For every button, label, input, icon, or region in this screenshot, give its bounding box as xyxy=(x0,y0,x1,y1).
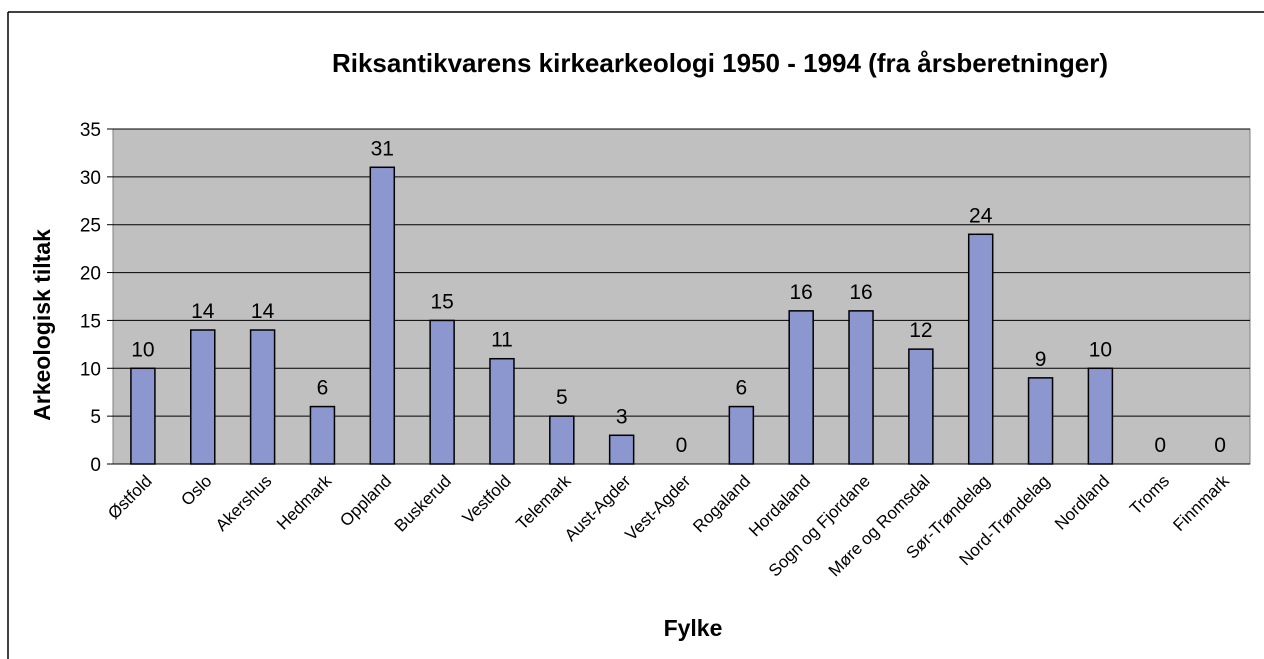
x-tick-label: Hedmark xyxy=(273,471,336,534)
x-tick-label: Vest-Agder xyxy=(621,471,694,544)
y-tick-label: 10 xyxy=(80,359,101,380)
x-tick-label: Telemark xyxy=(512,471,575,534)
data-label: 9 xyxy=(1035,348,1047,371)
y-tick-label: 25 xyxy=(80,216,101,237)
data-label: 11 xyxy=(491,329,513,352)
y-axis-label: Arkeologisk tiltak xyxy=(29,229,55,421)
data-label: 6 xyxy=(317,377,329,400)
y-tick-label: 5 xyxy=(90,407,101,428)
data-label: 10 xyxy=(131,338,154,361)
bar xyxy=(788,310,814,465)
bar xyxy=(848,310,874,465)
y-tick-label: 30 xyxy=(80,168,101,189)
data-label: 16 xyxy=(790,281,813,304)
data-label: 16 xyxy=(849,281,872,304)
x-tick-label: Oslo xyxy=(177,471,215,509)
bar xyxy=(489,357,515,465)
data-label: 3 xyxy=(616,405,628,428)
plot-area xyxy=(112,128,1251,465)
y-tick-label: 35 xyxy=(80,120,101,141)
bar xyxy=(309,405,336,465)
bar xyxy=(908,348,934,465)
data-label: 24 xyxy=(969,204,993,227)
chart-title: Riksantikvarens kirkearkeologi 1950 - 19… xyxy=(332,48,1108,78)
data-label: 15 xyxy=(430,290,453,313)
bar xyxy=(429,319,455,465)
bar xyxy=(369,166,396,465)
bar xyxy=(728,405,755,465)
data-label: 14 xyxy=(191,300,215,323)
data-label: 0 xyxy=(676,434,688,457)
x-tick-label: Finnmark xyxy=(1169,471,1233,535)
bar xyxy=(1087,367,1114,465)
x-tick-label: Østfold xyxy=(104,471,156,523)
y-tick-label: 15 xyxy=(80,311,101,332)
data-label: 5 xyxy=(556,386,568,409)
data-label: 0 xyxy=(1154,434,1166,457)
x-tick-label: Sogn og Fjordane xyxy=(765,471,874,580)
data-label: 31 xyxy=(371,137,394,160)
x-tick-label: Oppland xyxy=(336,471,395,530)
bar xyxy=(249,329,276,465)
x-tick-label: Nordland xyxy=(1051,471,1113,533)
x-tick-label: Troms xyxy=(1126,471,1173,518)
bar xyxy=(1027,377,1054,465)
x-tick-label: Vestfold xyxy=(459,471,515,527)
bar xyxy=(967,233,994,465)
x-tick-label: Møre og Romsdal xyxy=(825,471,934,580)
bar xyxy=(130,367,156,465)
y-tick-label: 20 xyxy=(80,264,101,285)
data-label: 12 xyxy=(909,319,932,342)
x-tick-label: Akershus xyxy=(212,471,276,535)
bar xyxy=(608,434,635,465)
y-tick-label: 0 xyxy=(90,455,101,476)
bar xyxy=(549,415,575,465)
x-tick-label: Buskerud xyxy=(391,471,455,535)
x-axis-label: Fylke xyxy=(664,615,723,641)
data-label: 10 xyxy=(1089,338,1112,361)
data-label: 0 xyxy=(1214,434,1226,457)
data-label: 14 xyxy=(251,300,275,323)
data-label: 6 xyxy=(735,377,747,400)
bar xyxy=(190,329,216,465)
